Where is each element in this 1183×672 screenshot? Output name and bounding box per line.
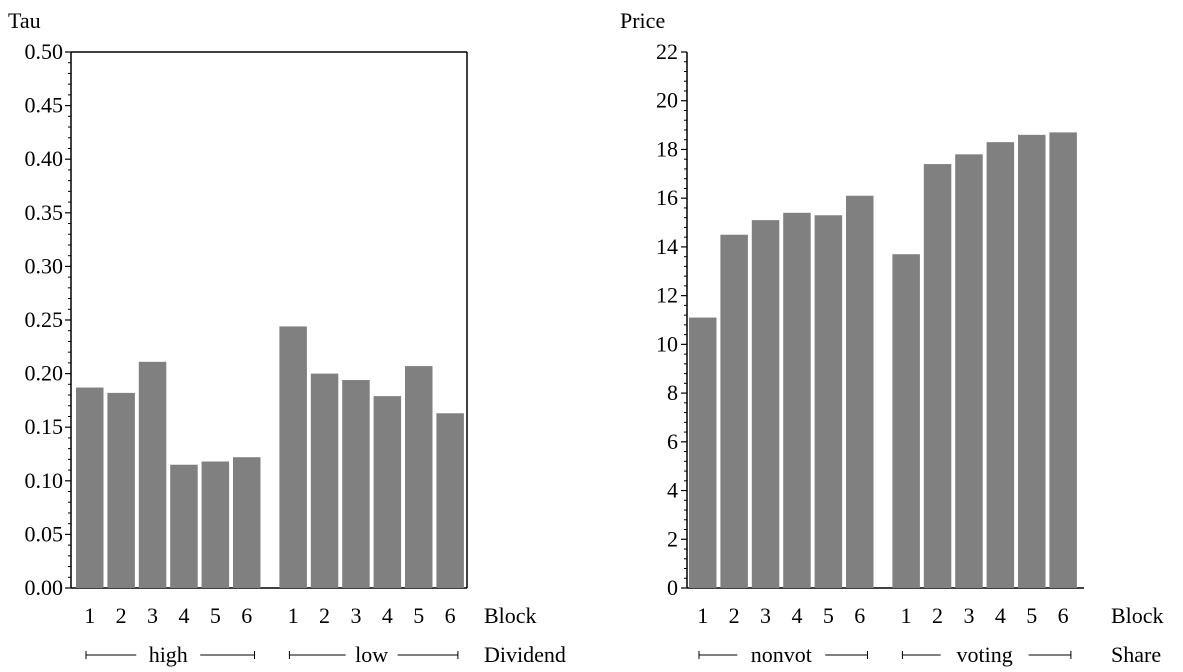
y-tick-label: 0.20 [25, 361, 64, 386]
x-tick-label: 2 [116, 603, 127, 628]
y-tick-label: 6 [667, 429, 678, 454]
bar [846, 195, 874, 588]
y-tick-label: 20 [656, 88, 678, 113]
y-tick-label: 14 [656, 234, 678, 259]
inner-axis-label: Block [1111, 603, 1164, 628]
y-tick-label: 2 [667, 526, 678, 551]
bar [892, 254, 920, 588]
bar [76, 387, 104, 588]
x-tick-label: 3 [963, 603, 974, 628]
x-tick-label: 4 [382, 603, 393, 628]
bar [233, 457, 261, 588]
x-tick-label: 2 [319, 603, 330, 628]
y-axis-label: Tau [8, 8, 41, 33]
x-tick-label: 5 [210, 603, 221, 628]
y-tick-label: 12 [656, 283, 678, 308]
bar [373, 396, 402, 588]
y-tick-label: 0.10 [25, 468, 64, 493]
bar [201, 461, 230, 588]
y-tick-label: 0 [667, 575, 678, 600]
y-tick-label: 22 [656, 39, 678, 64]
inner-axis-label: Block [484, 603, 537, 628]
outer-axis-label: Dividend [484, 642, 566, 667]
bar [814, 215, 843, 588]
y-tick-label: 8 [667, 380, 678, 405]
group-label: high [149, 642, 188, 667]
x-tick-label: 5 [823, 603, 834, 628]
group-label: nonvot [751, 642, 812, 667]
y-tick-label: 10 [656, 331, 678, 356]
y-tick-label: 0.05 [25, 521, 64, 546]
bar [689, 317, 717, 588]
bar [138, 361, 167, 588]
bar [279, 326, 307, 588]
x-tick-label: 4 [178, 603, 189, 628]
bar [955, 154, 983, 588]
group-label: low [355, 642, 388, 667]
bar [986, 142, 1015, 589]
y-tick-label: 0.50 [25, 39, 64, 64]
y-tick-label: 0.15 [25, 414, 64, 439]
x-tick-label: 6 [241, 603, 252, 628]
bar [310, 373, 339, 588]
bar [720, 234, 748, 588]
y-tick-label: 0.45 [25, 93, 64, 118]
group-label: voting [957, 642, 1013, 667]
x-tick-label: 1 [697, 603, 708, 628]
x-tick-label: 6 [1058, 603, 1069, 628]
y-tick-label: 0.25 [25, 307, 64, 332]
bar [405, 366, 433, 588]
bar [436, 413, 464, 588]
y-tick-label: 16 [656, 185, 678, 210]
x-tick-label: 4 [995, 603, 1006, 628]
bar [751, 220, 780, 589]
bar [1049, 132, 1077, 588]
x-tick-label: 5 [1026, 603, 1037, 628]
x-tick-label: 2 [932, 603, 943, 628]
x-tick-label: 4 [791, 603, 802, 628]
x-tick-label: 6 [445, 603, 456, 628]
bar [923, 164, 952, 588]
bar [783, 212, 811, 589]
bar [342, 380, 370, 588]
y-tick-label: 18 [656, 136, 678, 161]
y-tick-label: 0.00 [25, 575, 64, 600]
outer-axis-label: Share [1111, 642, 1161, 667]
bar [107, 392, 135, 588]
x-tick-label: 1 [901, 603, 912, 628]
x-tick-label: 3 [760, 603, 771, 628]
x-tick-label: 5 [413, 603, 424, 628]
y-tick-label: 0.35 [25, 200, 64, 225]
x-tick-label: 2 [729, 603, 740, 628]
x-tick-label: 3 [350, 603, 361, 628]
tau-chart-panel: Tau 0.00 0.05 0.10 0.15 0.20 0.25 0.30 0.35 0.40 0… [8, 8, 566, 667]
x-tick-label: 6 [854, 603, 865, 628]
y-tick-label: 0.30 [25, 253, 64, 278]
bar [1018, 134, 1046, 588]
bar [170, 464, 198, 588]
y-tick-label: 4 [667, 478, 678, 503]
x-tick-label: 3 [147, 603, 158, 628]
x-tick-label: 1 [84, 603, 95, 628]
x-tick-label: 1 [288, 603, 299, 628]
y-tick-label: 0.40 [25, 146, 64, 171]
y-axis-label: Price [620, 8, 665, 33]
